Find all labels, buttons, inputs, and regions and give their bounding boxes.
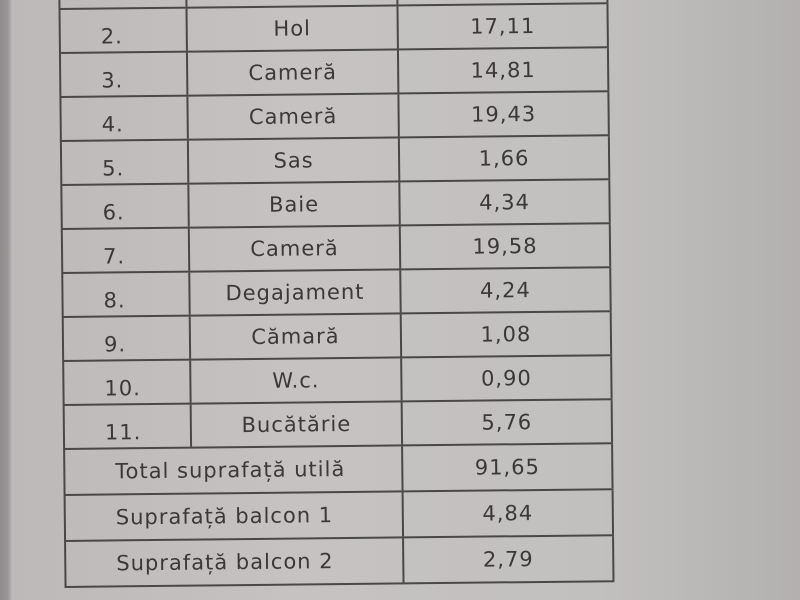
row-number: 5. <box>59 140 188 184</box>
room-area: 4,24 <box>399 268 612 313</box>
total-row: Total suprafață utilă 91,65 <box>63 444 614 496</box>
total-label: Suprafață balcon 2 <box>64 538 403 586</box>
row-number: 9. <box>61 316 190 360</box>
table-row: 3. Cameră 14,81 <box>58 48 610 98</box>
row-number: 7. <box>60 228 189 272</box>
room-name: Degajament <box>188 270 400 315</box>
room-area-table: 1.2.Hol17,113.Cameră14,814.Cameră19,435.… <box>58 0 615 588</box>
room-area: 19,58 <box>398 224 612 269</box>
room-name: Baie <box>187 182 399 227</box>
total-value: 91,65 <box>401 444 614 491</box>
room-area: 5,76 <box>400 400 614 445</box>
room-name: Cameră <box>186 94 398 139</box>
total-value: 2,79 <box>402 536 615 583</box>
total-label: Total suprafață utilă <box>63 446 402 494</box>
row-number: 2. <box>58 8 186 52</box>
total-label: Suprafață balcon 1 <box>63 492 403 540</box>
room-name <box>184 0 397 7</box>
row-number: 6. <box>60 184 188 228</box>
total-row: Suprafață balcon 1 4,84 <box>63 490 615 542</box>
row-number: 11. <box>62 404 191 448</box>
table-row: 11. Bucătărie 5,76 <box>62 400 614 450</box>
table-row: 2. Hol 17,11 <box>58 4 609 54</box>
table-row: 9. Cămară 1,08 <box>61 312 613 362</box>
room-area: 14,81 <box>396 48 610 93</box>
table-row: 7. Cameră 19,58 <box>60 224 612 274</box>
row-number: 3. <box>58 52 187 96</box>
row-number: 8. <box>61 272 189 316</box>
table-row: 4. Cameră 19,43 <box>59 92 610 142</box>
table-row: 6. Baie 4,34 <box>60 180 611 230</box>
total-value: 4,84 <box>401 490 615 537</box>
room-name: Sas <box>186 138 399 183</box>
room-name: Cămară <box>188 314 401 359</box>
row-number: 1. <box>58 0 186 8</box>
room-name: Hol <box>185 6 397 51</box>
table-row: 5. Sas 1,66 <box>59 136 611 186</box>
total-row: Suprafață balcon 2 2,79 <box>64 536 615 588</box>
room-area: 19,43 <box>397 92 610 137</box>
room-name: Bucătărie <box>189 402 402 447</box>
row-number: 10. <box>62 360 190 404</box>
room-area: 0,90 <box>400 356 613 401</box>
room-name: W.c. <box>189 358 401 403</box>
table-row: 10. W.c. 0,90 <box>62 356 613 406</box>
room-area: 1,66 <box>397 136 611 181</box>
room-name: Cameră <box>185 50 398 95</box>
room-area: 1,08 <box>399 312 613 357</box>
room-area: 17,11 <box>396 4 609 49</box>
room-name: Cameră <box>187 226 400 271</box>
table-row: 8. Degajament 4,24 <box>61 268 612 318</box>
room-area: 4,34 <box>398 180 611 225</box>
row-number: 4. <box>59 96 187 140</box>
